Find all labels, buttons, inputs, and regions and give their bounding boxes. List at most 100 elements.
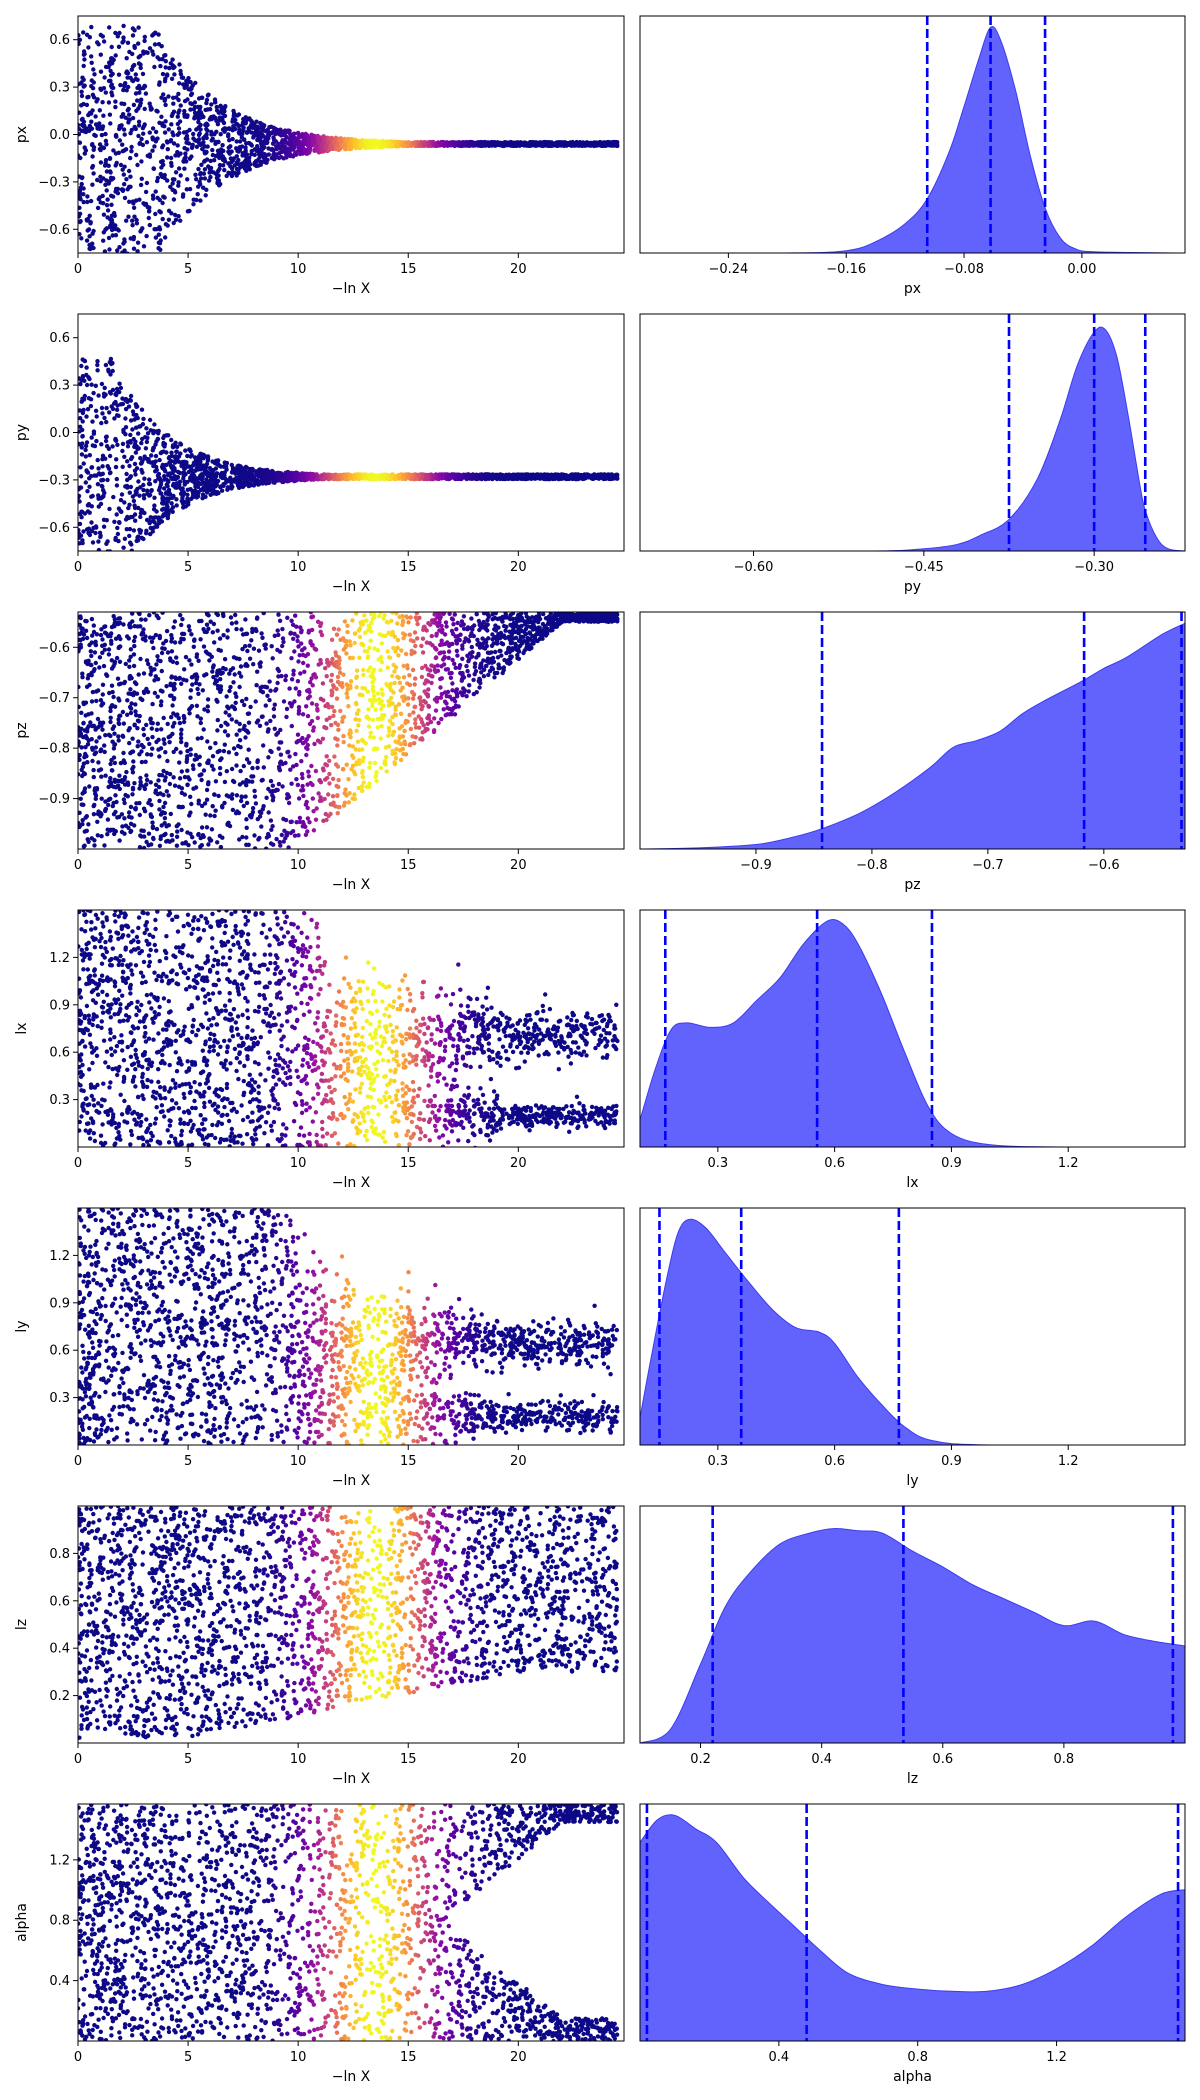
scatter-point — [80, 419, 85, 424]
scatter-point — [220, 143, 225, 148]
y-tick-label: 0.0 — [49, 128, 70, 143]
scatter-point — [139, 136, 144, 142]
scatter-point — [259, 132, 265, 137]
scatter-point — [161, 194, 166, 199]
scatter-point — [147, 477, 152, 482]
scatter-point — [103, 438, 109, 444]
scatter-point — [202, 159, 207, 164]
scatter-point — [162, 96, 168, 102]
scatter-point — [92, 72, 97, 77]
scatter-point — [147, 152, 152, 157]
scatter-point — [337, 136, 342, 142]
scatter-point — [475, 141, 480, 146]
scatter-point — [121, 127, 127, 132]
scatter-point — [142, 34, 147, 40]
scatter-point — [114, 160, 119, 166]
scatter-point — [79, 378, 84, 383]
scatter-point — [79, 89, 84, 95]
scatter-point — [121, 38, 126, 44]
scatter-point — [107, 506, 112, 512]
scatter-point — [284, 155, 289, 160]
scatter-point — [162, 486, 167, 491]
scatter-point — [125, 40, 131, 45]
scatter-point — [218, 474, 224, 480]
scatter-point — [134, 108, 139, 114]
scatter-point — [130, 494, 136, 499]
scatter-point — [207, 170, 212, 175]
scatter-point — [97, 142, 103, 147]
scatter-point — [613, 476, 618, 481]
scatter-point — [556, 141, 561, 147]
scatter-point — [292, 145, 297, 150]
scatter-point — [188, 80, 193, 85]
scatter-point — [177, 62, 182, 67]
scatter-point — [225, 487, 230, 492]
scatter-point — [152, 495, 157, 500]
scatter-point — [174, 503, 179, 508]
scatter-point — [579, 475, 584, 480]
scatter-point — [234, 121, 240, 127]
scatter-point — [78, 132, 82, 137]
scatter-point — [145, 456, 150, 462]
scatter-point — [174, 485, 179, 490]
scatter-point — [323, 145, 328, 150]
scatter-point — [78, 474, 84, 479]
scatter-point — [130, 427, 135, 432]
scatter-point — [240, 151, 245, 156]
scatter-point — [78, 110, 82, 115]
scatter-point — [165, 72, 170, 77]
scatter-point — [141, 244, 147, 249]
scatter-point — [293, 150, 299, 155]
scatter-point — [146, 215, 151, 221]
scatter-point — [161, 92, 166, 97]
scatter-point — [83, 443, 89, 449]
scatter-point — [208, 165, 214, 171]
scatter-point — [150, 33, 155, 38]
scatter-point — [86, 227, 92, 232]
scatter-point — [139, 535, 144, 540]
scatter-point — [116, 506, 122, 511]
scatter-point — [151, 431, 156, 436]
scatter-point — [335, 476, 341, 482]
scatter-point — [205, 107, 210, 112]
scatter-point — [208, 174, 213, 180]
scatter-point — [132, 214, 137, 219]
scatter-point — [130, 33, 136, 38]
scatter-point — [195, 192, 200, 197]
scatter-point — [163, 53, 168, 58]
scatter-point — [143, 446, 149, 451]
scatter-point — [87, 123, 93, 129]
scatter-point — [129, 127, 134, 133]
scatter-point — [274, 127, 279, 132]
scatter-point — [98, 200, 103, 205]
scatter-point — [104, 405, 109, 411]
scatter-point — [178, 451, 183, 456]
scatter-point — [95, 177, 100, 183]
scatter-point — [198, 182, 203, 187]
scatter-point — [78, 465, 83, 470]
scatter-point — [170, 181, 175, 186]
scatter-point — [188, 107, 193, 112]
scatter-point — [138, 530, 143, 535]
scatter-point — [151, 166, 156, 171]
scatter-point — [92, 256, 96, 260]
scatter-point — [270, 141, 276, 146]
scatter-point — [78, 381, 83, 387]
scatter-point — [137, 493, 142, 498]
scatter-point — [214, 108, 220, 113]
scatter-point — [173, 457, 179, 462]
scatter-point — [229, 159, 234, 165]
x-tick-label: 10 — [290, 262, 307, 277]
scatter-point — [110, 194, 116, 199]
scatter-point — [282, 137, 287, 143]
scatter-point — [315, 148, 320, 153]
scatter-point — [236, 167, 241, 172]
scatter-point — [132, 503, 137, 508]
scatter-point — [173, 217, 179, 222]
scatter-point — [148, 515, 153, 520]
scatter-point — [157, 57, 162, 62]
scatter-point — [460, 143, 466, 148]
scatter-point — [405, 140, 411, 145]
scatter-point — [117, 520, 122, 525]
scatter-point — [103, 138, 109, 144]
